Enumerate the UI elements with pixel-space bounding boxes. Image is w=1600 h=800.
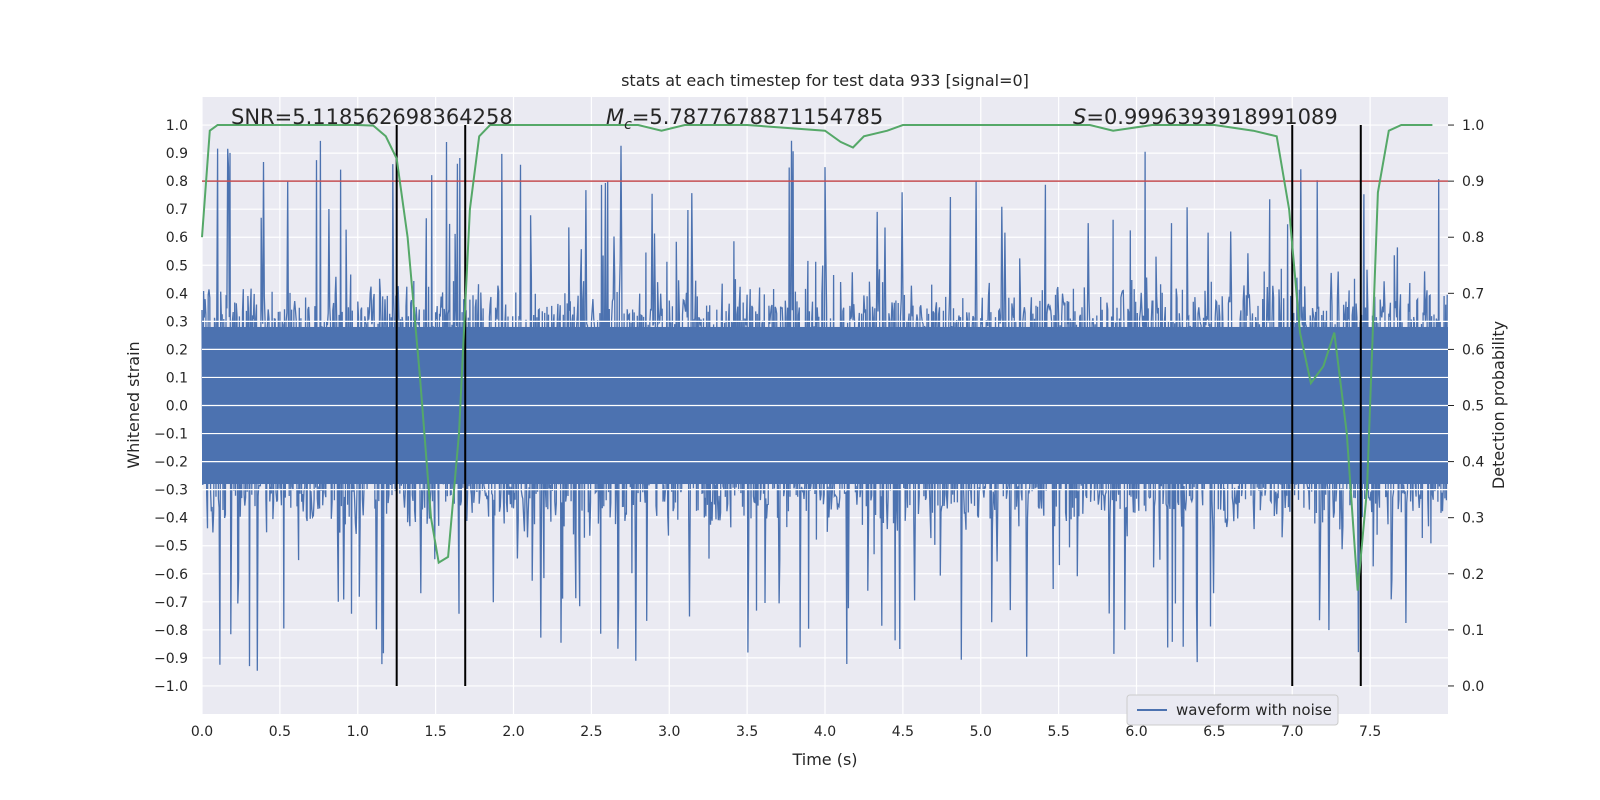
waveform-series [201, 140, 1448, 671]
x-tick-label: 3.0 [658, 724, 680, 740]
mc-value: =5.7877678871154785 [632, 105, 883, 129]
y-tick-label: −1.0 [154, 679, 188, 695]
y2-axis-label: Detection probability [1489, 321, 1508, 489]
tick-layer: 0.0 0.5 1.0 1.5 2.0 2.5 3.0 3.5 4.0 4.5 5.0 5.5 6.0 6… [154, 118, 1484, 740]
y-tick-label: 0.2 [166, 342, 188, 358]
y-tick-label: −0.9 [154, 651, 188, 667]
y2-tick-label: 1.0 [1462, 118, 1484, 134]
y2-tick-label: 0.9 [1462, 174, 1484, 190]
y2-tick-label: 0.4 [1462, 455, 1484, 471]
y2-tick-label: 0.5 [1462, 399, 1484, 415]
x-tick-label: 4.5 [892, 724, 914, 740]
x-tick-label: 6.0 [1125, 724, 1147, 740]
x-tick-label: 7.0 [1281, 724, 1303, 740]
y2-tick-label: 0.8 [1462, 230, 1484, 246]
y2-tick-label: 0.6 [1462, 342, 1484, 358]
x-tick-label: 0.0 [191, 724, 213, 740]
y-tick-label: 0.1 [166, 370, 188, 386]
y-tick-label: 1.0 [166, 118, 188, 134]
y-tick-label: −0.3 [154, 483, 188, 499]
x-tick-label: 1.0 [347, 724, 369, 740]
y-tick-label: −0.2 [154, 455, 188, 471]
y-tick-label: 0.8 [166, 174, 188, 190]
legend: waveform with noise [1126, 694, 1339, 726]
s-annotation: S=0.9996393918991089 [1073, 105, 1338, 129]
x-tick-label: 5.5 [1047, 724, 1069, 740]
s-value: =0.9996393918991089 [1086, 105, 1337, 129]
y2-tick-label: 0.7 [1462, 286, 1484, 302]
x-tick-label: 5.0 [970, 724, 992, 740]
probability-line [201, 124, 1433, 591]
y-tick-label: −0.5 [154, 539, 188, 555]
y-tick-label: 0.9 [166, 146, 188, 162]
y-tick-label: −0.7 [154, 595, 188, 611]
x-axis-label: Time (s) [791, 750, 857, 769]
y2-tick-label: 0.1 [1462, 623, 1484, 639]
y2-tick-label: 0.3 [1462, 511, 1484, 527]
y-tick-label: 0.6 [166, 230, 188, 246]
x-tick-label: 7.5 [1359, 724, 1381, 740]
x-tick-label: 6.5 [1203, 724, 1225, 740]
legend-label-waveform: waveform with noise [1176, 701, 1332, 719]
legend-box [1126, 694, 1339, 726]
x-tick-label: 0.5 [269, 724, 291, 740]
s-symbol: S [1073, 105, 1086, 129]
mc-annotation: Mc=5.7877678871154785 [606, 105, 883, 133]
y-tick-label: −0.8 [154, 623, 188, 639]
mc-symbol: M [606, 105, 624, 129]
chart-title: stats at each timestep for test data 933… [621, 71, 1029, 90]
y-tick-label: 0.5 [166, 258, 188, 274]
snr-annotation: SNR=5.118562698364258 [231, 105, 513, 129]
y-tick-label: 0.3 [166, 314, 188, 330]
y-tick-label: −0.1 [154, 427, 188, 443]
y-tick-label: 0.0 [166, 399, 188, 415]
y-tick-label: −0.4 [154, 511, 188, 527]
y-axis-label: Whitened strain [124, 341, 143, 468]
y-tick-label: 0.4 [166, 286, 188, 302]
y-tick-label: 0.7 [166, 202, 188, 218]
x-tick-label: 2.5 [580, 724, 602, 740]
mc-subscript: c [624, 117, 632, 133]
reference-lines [202, 125, 1448, 686]
y2-tick-label: 0.0 [1462, 679, 1484, 695]
probability-series [201, 124, 1433, 591]
y2-tick-label: 0.2 [1462, 567, 1484, 583]
x-tick-label: 3.5 [736, 724, 758, 740]
x-tick-label: 4.0 [814, 724, 836, 740]
x-tick-label: 2.0 [502, 724, 524, 740]
y-tick-label: −0.6 [154, 567, 188, 583]
x-tick-label: 1.5 [424, 724, 446, 740]
